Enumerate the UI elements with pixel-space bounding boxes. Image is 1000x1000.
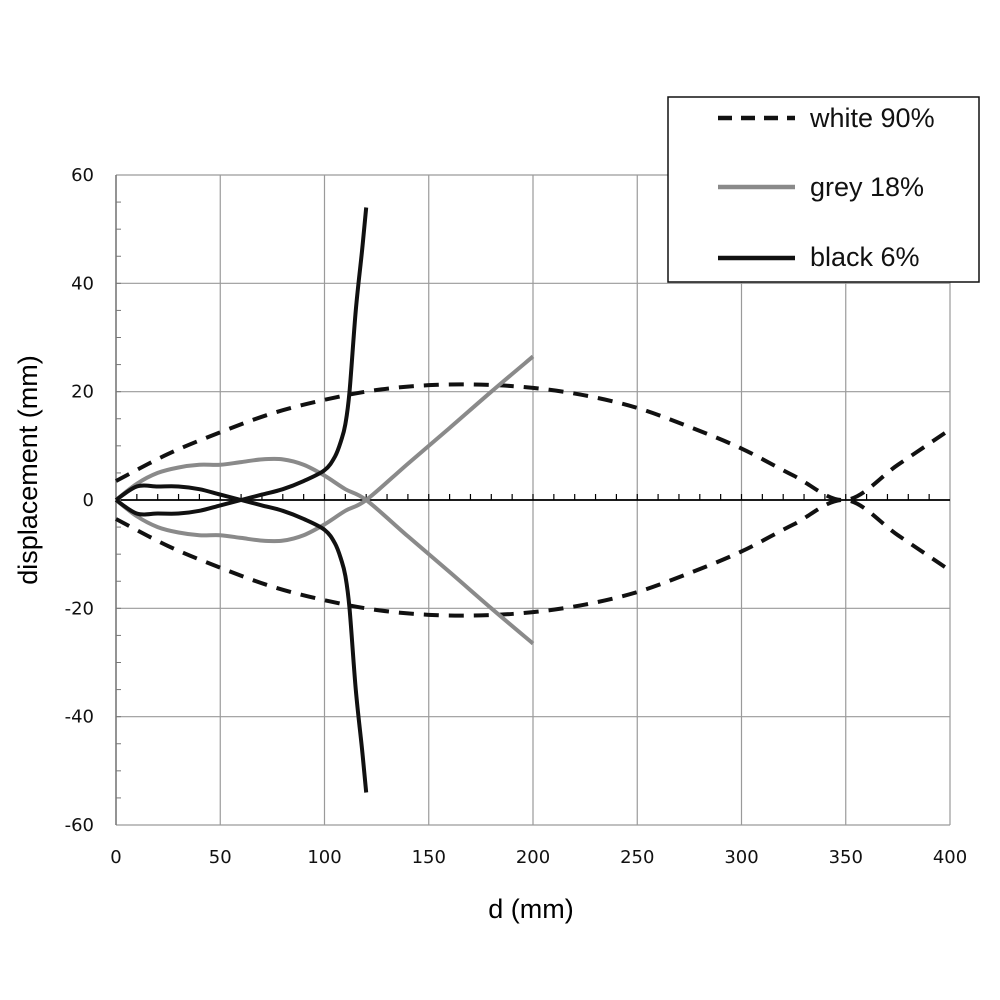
x-tick-label-6: 300 bbox=[724, 847, 758, 868]
legend-label-white: white 90% bbox=[809, 103, 935, 133]
series-line-1 bbox=[115, 497, 952, 618]
legend-label-black: black 6% bbox=[810, 242, 920, 272]
x-tick-label-2: 100 bbox=[307, 847, 341, 868]
x-tick-label-7: 350 bbox=[829, 847, 863, 868]
y-tick-label-5: -40 bbox=[65, 707, 94, 728]
y-axis-title: displacement (mm) bbox=[13, 355, 43, 585]
x-tick-label-5: 250 bbox=[620, 847, 654, 868]
series-line-4 bbox=[114, 483, 369, 793]
legend: white 90% grey 18% black 6% bbox=[667, 96, 980, 283]
x-axis-title: d (mm) bbox=[488, 894, 573, 924]
x-tick-label-8: 400 bbox=[933, 847, 967, 868]
x-tick-label-0: 0 bbox=[110, 847, 121, 868]
series-lines bbox=[114, 207, 952, 793]
y-tick-label-2: 20 bbox=[71, 382, 94, 403]
y-tick-label-0: 60 bbox=[71, 165, 94, 186]
legend-label-grey: grey 18% bbox=[810, 172, 924, 202]
x-tick-label-1: 50 bbox=[209, 847, 232, 868]
series-line-0 bbox=[115, 382, 952, 503]
y-tick-label-3: 0 bbox=[83, 490, 94, 511]
y-tick-label-6: -60 bbox=[65, 815, 94, 836]
x-tick-label-3: 150 bbox=[412, 847, 446, 868]
legend-box bbox=[667, 96, 980, 283]
series-line-5 bbox=[114, 207, 369, 517]
y-tick-label-4: -20 bbox=[65, 598, 94, 619]
series-line-3 bbox=[114, 354, 535, 544]
x-tick-label-4: 200 bbox=[516, 847, 550, 868]
y-tick-label-1: 40 bbox=[71, 273, 94, 294]
series-line-2 bbox=[114, 456, 535, 646]
